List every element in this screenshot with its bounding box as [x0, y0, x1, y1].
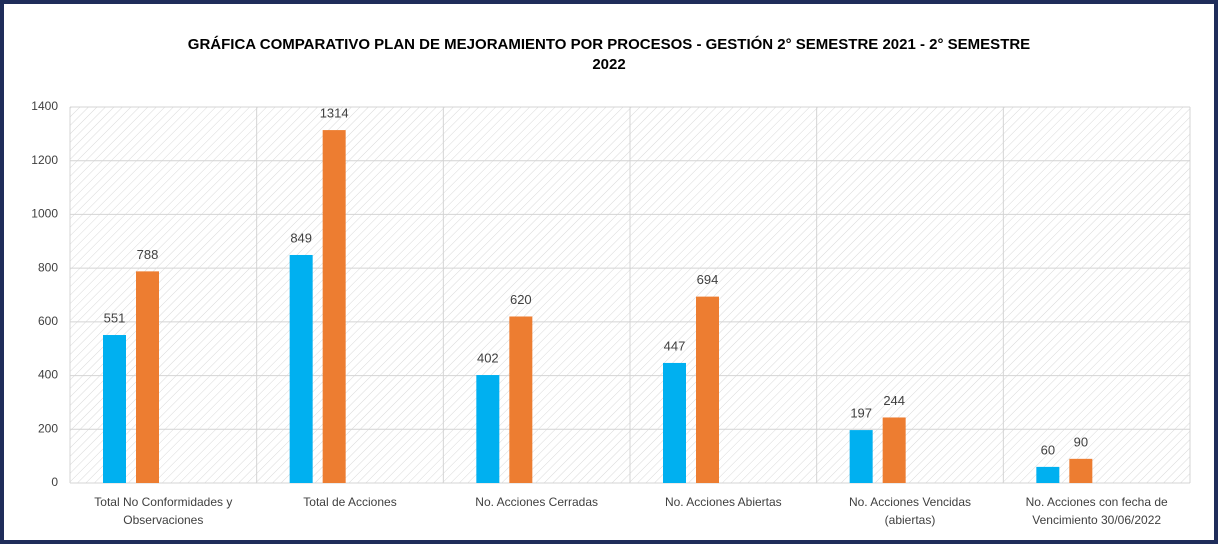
value-label: 244 — [883, 393, 905, 408]
bar — [476, 375, 500, 483]
x-tick-label: No. Acciones Vencidas (abiertas) — [849, 495, 971, 527]
y-tick-label: 1200 — [31, 153, 58, 167]
y-tick-label: 1400 — [31, 99, 58, 113]
value-label: 551 — [104, 310, 126, 325]
x-tick-label: No. Acciones Abiertas — [665, 495, 782, 509]
value-label: 849 — [290, 230, 312, 245]
bar — [849, 430, 873, 483]
y-tick-label: 600 — [38, 314, 58, 328]
value-label: 620 — [510, 292, 532, 307]
value-label: 90 — [1074, 434, 1088, 449]
bar — [322, 130, 346, 483]
x-tick-label: No. Acciones con fecha de Vencimiento 30/… — [1026, 495, 1168, 527]
value-label: 788 — [137, 247, 159, 262]
y-tick-label: 1000 — [31, 207, 58, 221]
value-label: 402 — [477, 350, 499, 365]
chart-title: GRÁFICA COMPARATIVO PLAN DE MEJORAMIENTO… — [188, 35, 1030, 73]
bar — [103, 335, 126, 483]
bar — [509, 316, 533, 483]
bar — [663, 362, 686, 483]
bar — [882, 417, 906, 483]
y-tick-label: 0 — [51, 475, 58, 489]
x-tick-label: Total No Conformidades y Observaciones — [94, 495, 232, 527]
bar — [136, 271, 159, 483]
y-tick-label: 800 — [38, 260, 58, 274]
bar — [289, 254, 313, 483]
x-tick-label: No. Acciones Cerradas — [475, 495, 598, 509]
value-label: 447 — [664, 338, 686, 353]
value-label: 197 — [850, 406, 872, 421]
bar — [1069, 458, 1093, 483]
bar — [696, 296, 719, 483]
value-label: 1314 — [320, 106, 349, 121]
x-tick-label: Total de Acciones — [303, 495, 396, 509]
bar — [1036, 466, 1060, 483]
y-tick-label: 200 — [38, 421, 58, 435]
y-tick-label: 400 — [38, 368, 58, 382]
value-label: 694 — [697, 272, 719, 287]
value-label: 60 — [1041, 442, 1055, 457]
